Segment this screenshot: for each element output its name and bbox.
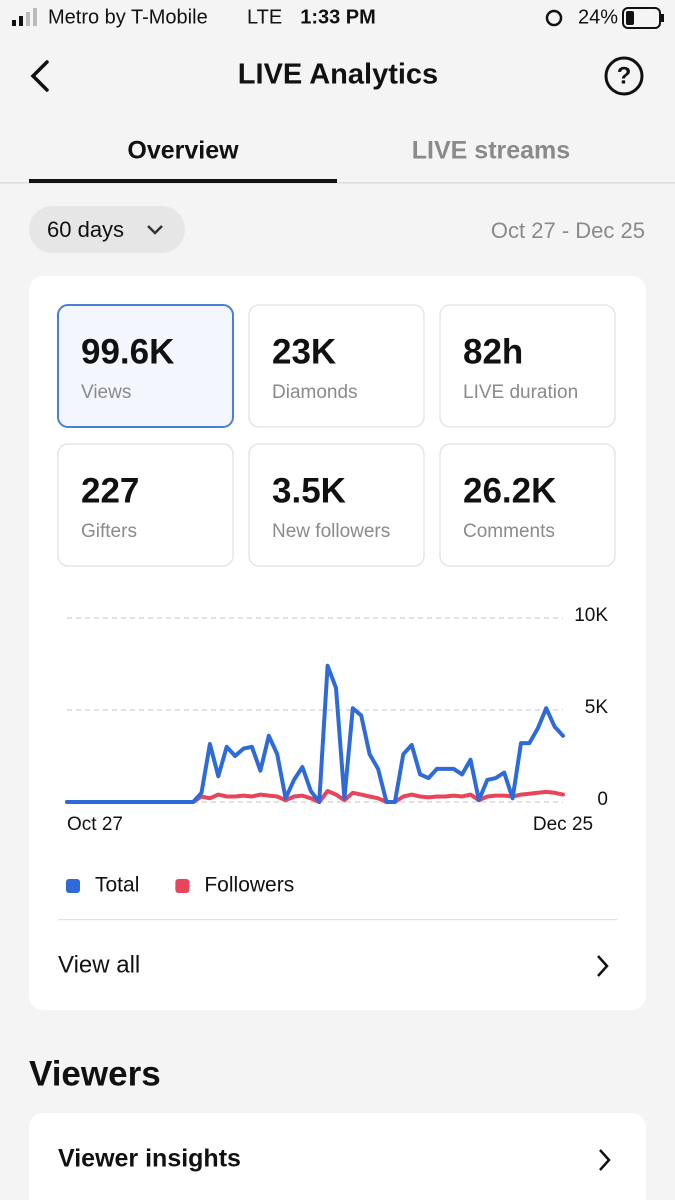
stat-label: New followers [272, 521, 390, 542]
legend-swatch [66, 879, 80, 893]
stat-card[interactable] [248, 443, 425, 567]
date-range: Oct 27 - Dec 25 [491, 218, 645, 243]
stat-label: LIVE duration [463, 382, 578, 403]
stat-label: Gifters [81, 521, 137, 542]
time: 1:33 PM [300, 6, 376, 28]
stat-card[interactable] [439, 304, 616, 428]
stats: 99.6K Views 23K Diamonds 82h LIVE duration 227… [57, 304, 616, 567]
x-tick-label: Dec 25 [533, 814, 593, 835]
dropdown-icon [147, 225, 163, 235]
stat-card[interactable] [57, 304, 234, 428]
stat-label: Comments [463, 521, 555, 542]
battery-percent: 24% [578, 6, 618, 28]
y-tick-label: 10K [574, 605, 608, 626]
stat-card[interactable] [439, 443, 616, 567]
period-picker[interactable] [29, 206, 185, 253]
viewer-insights-card[interactable] [29, 1113, 646, 1200]
tab[interactable]: LIVE streams [412, 137, 570, 165]
stat-value: 23K [272, 332, 336, 371]
tab-divider [0, 182, 675, 184]
stat-label: Views [81, 382, 131, 403]
section-title: Viewers [29, 1054, 161, 1093]
tab-indicator [29, 179, 337, 183]
stat-value: 3.5K [272, 471, 346, 510]
viewer-insights: Viewer insights [58, 1145, 241, 1173]
alarm-icon [545, 9, 563, 27]
svg-text:?: ? [617, 62, 632, 89]
series-line [65, 663, 565, 804]
carrier: Metro by T-Mobile [48, 6, 208, 28]
period: 60 days [47, 217, 124, 242]
y-tick-label: 0 [597, 789, 608, 810]
help-button[interactable]: ? [604, 56, 644, 96]
back-button[interactable] [30, 60, 49, 92]
page-title: LIVE Analytics [238, 59, 438, 91]
chevron [597, 955, 609, 977]
chart: 0 5K 10K Oct 27 Dec 25 Total Followers [65, 605, 609, 897]
legend-swatch [175, 879, 190, 893]
stat-value: 99.6K [81, 332, 174, 371]
y-tick-label: 5K [585, 697, 609, 718]
chevron [599, 1149, 611, 1171]
stat-value: 26.2K [463, 471, 556, 510]
stat-label: Diamonds [272, 382, 358, 403]
stat-card[interactable] [57, 443, 234, 567]
stat-value: 227 [81, 471, 139, 510]
tab[interactable]: Overview [127, 137, 239, 165]
signal [12, 8, 37, 26]
stat-value: 82h [463, 332, 523, 371]
view-all[interactable]: View all [58, 951, 140, 978]
legend-label: Followers [204, 874, 294, 897]
network: LTE [247, 6, 282, 28]
x-tick-label: Oct 27 [67, 814, 123, 835]
legend-label: Total [95, 874, 139, 897]
battery-icon [622, 7, 664, 29]
stat-card[interactable] [248, 304, 425, 428]
divider [58, 919, 617, 921]
